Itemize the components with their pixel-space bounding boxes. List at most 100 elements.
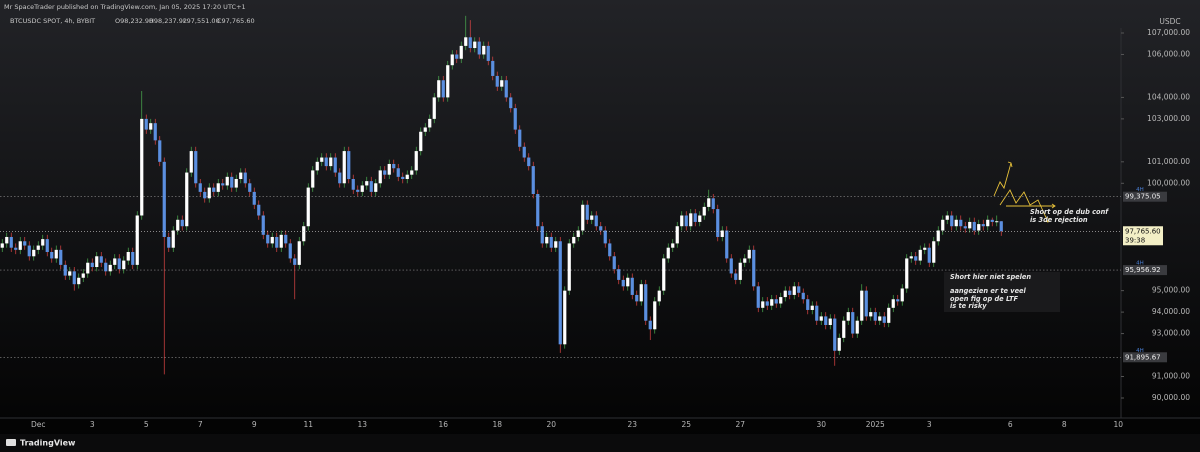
candle-body [599, 226, 603, 231]
ohlc-value: L97,551.00 [183, 17, 220, 25]
candle-body [59, 249, 63, 265]
candle-body [297, 241, 301, 265]
y-tick-label: 90,000.00 [1152, 393, 1190, 402]
annotation: is te risky [950, 302, 987, 310]
candle-body [36, 245, 40, 250]
level-tag: 4H [1136, 187, 1144, 193]
candle-body [306, 187, 310, 227]
candle-body [720, 230, 724, 237]
candle-body [914, 256, 918, 261]
candle-body [765, 301, 769, 306]
x-tick-label: 8 [1062, 420, 1067, 429]
candle-body [288, 243, 292, 259]
candle-body [374, 183, 378, 192]
candle-body [527, 157, 531, 167]
x-tick-label: 13 [357, 420, 367, 429]
candle-body [716, 209, 720, 237]
candle-body [657, 290, 661, 302]
candle-body [347, 151, 351, 179]
candle-body [468, 37, 472, 49]
candle-body [203, 191, 207, 199]
logo-mark [6, 439, 16, 446]
candle-body [909, 256, 913, 259]
candle-body [144, 118, 148, 130]
candle-body [945, 215, 949, 220]
candle-body [90, 262, 94, 268]
candle-body [207, 187, 211, 199]
candle-body [869, 312, 873, 317]
candle-body [891, 299, 895, 308]
candle-body [234, 178, 238, 188]
candle-body [360, 185, 364, 192]
candle-body [999, 221, 1003, 232]
candle-body [671, 243, 675, 248]
candle-body [612, 256, 616, 270]
annotation: aangezien er te veel [950, 287, 1027, 295]
candle-body [387, 163, 391, 175]
candle-body [113, 258, 117, 265]
candle-body [221, 183, 225, 186]
candle-body [104, 262, 108, 272]
candle-body [518, 129, 522, 147]
candle-body [162, 161, 166, 237]
ohlc-value: C97,765.60 [217, 17, 255, 25]
candle-body [702, 206, 706, 216]
annotation: is 3de rejection [1030, 216, 1088, 224]
y-tick-label: 100,000.00 [1147, 178, 1190, 187]
candle-body [27, 245, 31, 257]
candle-body [563, 290, 567, 345]
ohlc-value: O98,232.90 [115, 17, 153, 25]
candle-body [446, 65, 450, 98]
candle-body [432, 97, 436, 119]
candle-body [693, 213, 697, 222]
candle-body [293, 258, 297, 265]
candle-body [500, 80, 504, 87]
candle-body [117, 258, 121, 270]
candle-body [738, 262, 742, 280]
candle-body [900, 288, 904, 302]
arrow-down [999, 189, 1049, 223]
level-label: 95,956.92 [1125, 266, 1161, 274]
candle-body [522, 146, 526, 158]
candle-body [135, 215, 139, 265]
candle-body [198, 183, 202, 192]
candle-body [369, 181, 373, 192]
candle-body [77, 277, 81, 285]
candle-body [459, 45, 463, 59]
candle-body [887, 307, 891, 323]
arrow-up [993, 162, 1012, 197]
candle-body [455, 54, 459, 59]
candle-body [788, 290, 792, 295]
candle-body [554, 241, 558, 248]
candle-body [513, 108, 517, 130]
level-label: 91,895.67 [1125, 353, 1161, 361]
candle-body [437, 80, 441, 98]
candle-body [711, 198, 715, 210]
note-box [944, 272, 1060, 312]
candle-body [734, 273, 738, 280]
candle-body [14, 247, 18, 250]
candle-body [779, 297, 783, 304]
candle-body [126, 251, 130, 261]
candle-body [225, 176, 229, 186]
candle-body [905, 258, 909, 289]
candle-body [63, 264, 67, 276]
candle-body [549, 236, 553, 248]
candle-body [356, 189, 360, 192]
logo [6, 439, 16, 446]
candle-body [756, 286, 760, 308]
x-tick-label: 7 [198, 420, 203, 429]
candle-body [567, 243, 571, 291]
candle-body [932, 241, 936, 263]
currency: USDC [1159, 17, 1180, 26]
candle-body [257, 204, 261, 216]
candle-body [392, 163, 396, 169]
candle-body [131, 251, 135, 265]
candle-body [774, 299, 778, 304]
candle-body [617, 269, 621, 280]
candle-body [212, 187, 216, 192]
candle-body [495, 75, 499, 87]
candle-body [576, 230, 580, 237]
candle-body [743, 258, 747, 263]
